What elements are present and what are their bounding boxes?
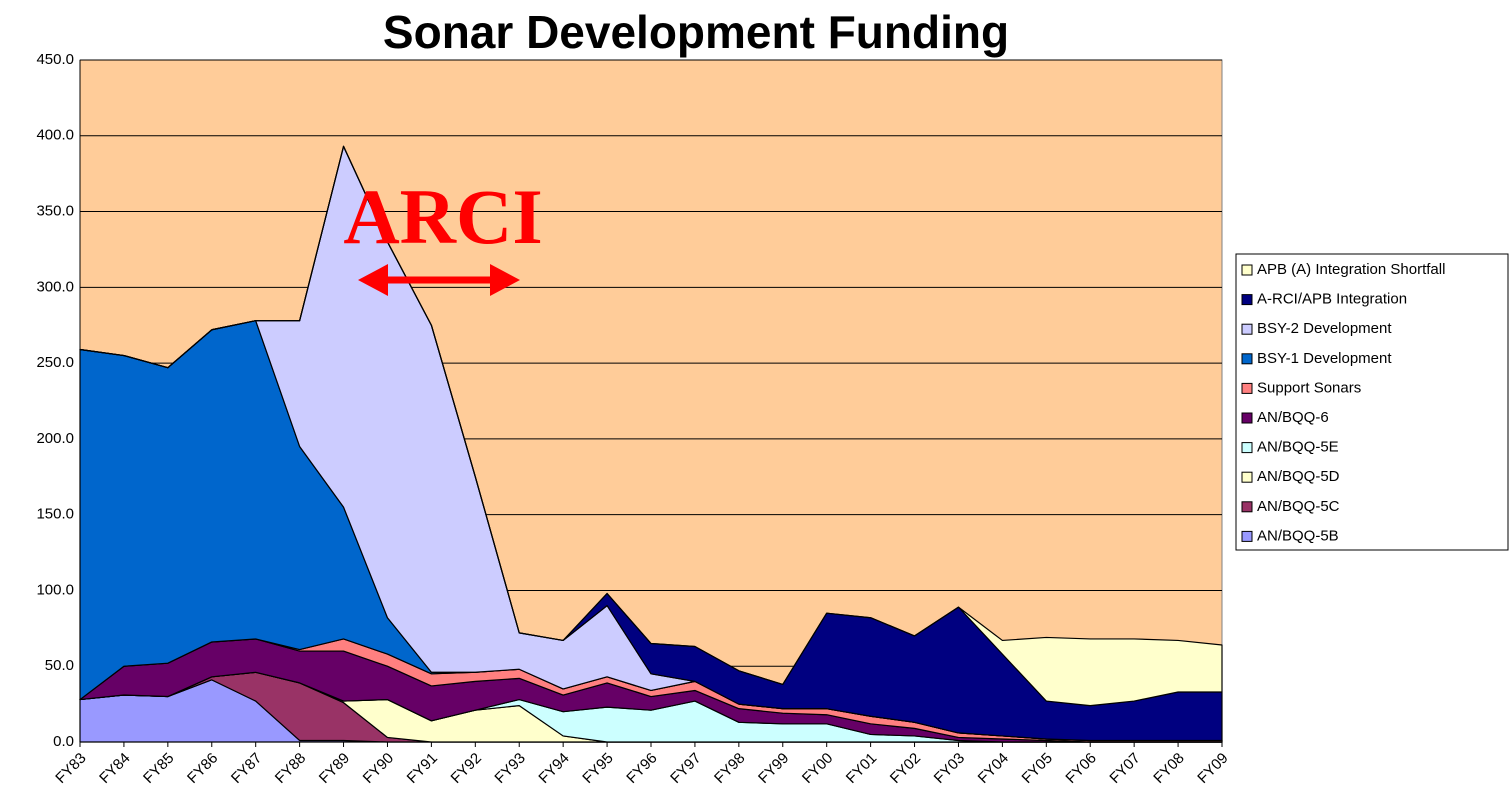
legend-label: Support Sonars	[1257, 379, 1361, 396]
y-tick-label: 150.0	[36, 506, 74, 523]
x-tick-label: FY04	[975, 750, 1012, 787]
legend-swatch	[1242, 383, 1252, 393]
x-tick-label: FY03	[931, 750, 968, 787]
legend-swatch	[1242, 443, 1252, 453]
x-tick-label: FY98	[711, 750, 748, 787]
legend-swatch	[1242, 295, 1252, 305]
x-tick-label: FY09	[1194, 750, 1231, 787]
x-tick-label: FY06	[1062, 750, 1099, 787]
legend-swatch	[1242, 413, 1252, 423]
x-tick-label: FY94	[535, 750, 572, 787]
x-tick-label: FY07	[1106, 750, 1143, 787]
legend-swatch	[1242, 324, 1252, 334]
legend-swatch	[1242, 531, 1252, 541]
y-tick-label: 350.0	[36, 203, 74, 220]
x-tick-label: FY05	[1019, 750, 1056, 787]
legend-label: AN/BQQ-5B	[1257, 527, 1339, 544]
x-tick-label: FY93	[491, 750, 528, 787]
x-tick-label: FY84	[96, 750, 133, 787]
x-tick-label: FY96	[623, 750, 660, 787]
y-tick-label: 400.0	[36, 127, 74, 144]
legend-label: AN/BQQ-5D	[1257, 468, 1340, 485]
legend-swatch	[1242, 502, 1252, 512]
legend-label: A-RCI/APB Integration	[1257, 291, 1407, 308]
y-tick-label: 300.0	[36, 278, 74, 295]
legend-label: AN/BQQ-5E	[1257, 439, 1339, 456]
legend-swatch	[1242, 472, 1252, 482]
x-tick-label: FY91	[404, 750, 441, 787]
legend-label: AN/BQQ-6	[1257, 409, 1329, 426]
legend-label: BSY-2 Development	[1257, 320, 1392, 337]
x-tick-label: FY01	[843, 750, 880, 787]
legend-label: AN/BQQ-5C	[1257, 498, 1340, 515]
x-tick-label: FY97	[667, 750, 704, 787]
legend-label: BSY-1 Development	[1257, 350, 1392, 367]
x-tick-label: FY89	[316, 750, 353, 787]
legend-label: APB (A) Integration Shortfall	[1257, 261, 1445, 278]
x-tick-label: FY92	[448, 750, 485, 787]
y-tick-label: 200.0	[36, 430, 74, 447]
x-tick-label: FY95	[579, 750, 616, 787]
x-tick-label: FY83	[52, 750, 89, 787]
x-tick-label: FY88	[272, 750, 309, 787]
x-tick-label: FY90	[360, 750, 397, 787]
x-tick-label: FY86	[184, 750, 221, 787]
y-tick-label: 0.0	[53, 733, 74, 750]
x-tick-label: FY00	[799, 750, 836, 787]
y-tick-label: 250.0	[36, 354, 74, 371]
x-tick-label: FY85	[140, 750, 177, 787]
x-tick-label: FY02	[887, 750, 924, 787]
x-tick-label: FY99	[755, 750, 792, 787]
x-tick-label: FY08	[1150, 750, 1187, 787]
annotation: ARCI	[343, 173, 542, 260]
chart-title: Sonar Development Funding	[383, 6, 1009, 58]
y-tick-label: 100.0	[36, 581, 74, 598]
x-tick-label: FY87	[228, 750, 265, 787]
y-tick-label: 50.0	[45, 657, 74, 674]
chart: Sonar Development Funding 0.0 50.0 100.0 15…	[0, 0, 1511, 801]
y-tick-label: 450.0	[36, 51, 74, 68]
legend-swatch	[1242, 265, 1252, 275]
legend-swatch	[1242, 354, 1252, 364]
